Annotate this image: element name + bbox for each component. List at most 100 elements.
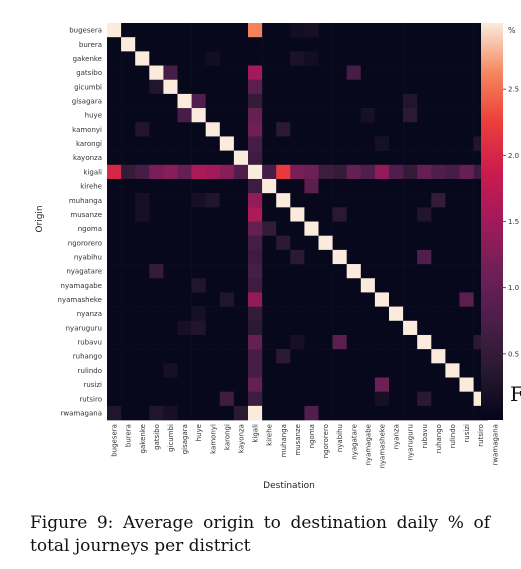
heatmap-cell-nyagatare-gakenke: [135, 264, 150, 279]
heatmap-cell-nyanza-kirehe: [262, 306, 277, 322]
heatmap-cell-nyabihu-nyamasheke: [374, 249, 390, 265]
heatmap-cell-burera-gatsibo: [149, 37, 164, 52]
heatmap-cell-bugesera-nyaruguru: [403, 23, 418, 38]
row-label-nyamagabe: nyamagabe: [61, 282, 102, 290]
heatmap-cell-nyagatare-gicumbi: [163, 264, 178, 279]
heatmap-cell-bugesera-bugesera: [107, 23, 122, 38]
heatmap-cell-nyaruguru-gisagara: [177, 320, 192, 336]
heatmap-cell-ngororero-nyabihu: [332, 235, 347, 251]
heatmap-cell-gatsibo-rubavu: [417, 65, 432, 81]
heatmap-cell-nyanza-muhanga: [276, 306, 291, 322]
row-label-nyanza: nyanza: [77, 310, 102, 318]
heatmap-cell-nyabihu-gakenke: [135, 249, 150, 265]
heatmap-cell-burera-rusizi: [459, 37, 474, 52]
column-label-nyabihu: nyabihu: [336, 424, 344, 452]
heatmap-cell-nyamasheke-rubavu: [417, 292, 432, 307]
row-label-bugesera: bugesera: [69, 27, 102, 35]
heatmap-cell-gatsibo-muhanga: [276, 65, 291, 81]
heatmap-cell-gakenke-burera: [121, 51, 136, 66]
heatmap-cell-gakenke-karongi: [219, 51, 235, 66]
row-label-gakenke: gakenke: [73, 55, 102, 63]
heatmap-cell-nyamagabe-musanze: [290, 278, 305, 293]
heatmap-cell-nyamagabe-gicumbi: [163, 278, 178, 293]
heatmap-cell-nyabihu-kamonyi: [205, 249, 221, 265]
heatmap-cell-kirehe-rulindo: [445, 178, 460, 194]
row-label-huye: huye: [85, 112, 102, 120]
heatmap-cell-bugesera-nyamasheke: [374, 23, 390, 38]
heatmap-cell-kayonza-nyabihu: [332, 150, 347, 166]
heatmap-cell-rutsiro-gisagara: [177, 391, 192, 407]
heatmap-cell-huye-kayonza: [233, 108, 249, 123]
heatmap-cell-kigali-gicumbi: [163, 164, 178, 180]
heatmap-cell-gisagara-burera: [121, 93, 136, 109]
heatmap-cell-ngororero-nyagatare: [346, 235, 362, 251]
heatmap-cell-kamonyi-rusizi: [459, 122, 474, 137]
heatmap-cell-nyaruguru-karongi: [219, 320, 235, 336]
heatmap-cell-rwamagana-nyaruguru: [403, 405, 418, 421]
heatmap-cell-bugesera-karongi: [219, 23, 235, 38]
heatmap-cell-gakenke-gakenke: [135, 51, 150, 66]
heatmap-cell-gicumbi-rubavu: [417, 79, 432, 95]
column-label-kamonyi: kamonyi: [209, 424, 217, 454]
heatmap-cell-musanze-musanze: [290, 207, 305, 222]
heatmap-cell-muhanga-nyamasheke: [374, 193, 390, 208]
heatmap-cell-nyagatare-nyagatare: [346, 264, 362, 279]
heatmap-cell-rusizi-gakenke: [135, 377, 150, 392]
heatmap-cell-rutsiro-nyanza: [389, 391, 404, 407]
heatmap-cell-ruhango-kamonyi: [205, 349, 221, 364]
heatmap-cell-bugesera-gicumbi: [163, 23, 178, 38]
heatmap-cell-ngororero-bugesera: [107, 235, 122, 251]
heatmap-cell-rwamagana-ngororero: [318, 405, 333, 421]
heatmap-cell-kigali-muhanga: [276, 164, 291, 180]
heatmap-cell-nyaruguru-nyagatare: [346, 320, 362, 336]
heatmap-cell-rulindo-gicumbi: [163, 363, 178, 378]
heatmap-cell-rwamagana-gisagara: [177, 405, 192, 421]
heatmap-cell-gakenke-kigali: [248, 51, 263, 66]
heatmap-cell-gisagara-kigali: [248, 93, 263, 109]
heatmap-cell-gatsibo-nyamasheke: [374, 65, 390, 81]
heatmap-cell-rwamagana-musanze: [290, 405, 305, 421]
heatmap-cell-rubavu-huye: [191, 334, 206, 350]
row-label-muhanga: muhanga: [69, 197, 102, 205]
heatmap-cell-nyagatare-nyamagabe: [360, 264, 376, 279]
heatmap-cell-huye-nyanza: [389, 108, 404, 123]
heatmap-cell-rutsiro-nyamagabe: [360, 391, 376, 407]
heatmap-cell-gakenke-muhanga: [276, 51, 291, 66]
heatmap-cell-gicumbi-rulindo: [445, 79, 460, 95]
heatmap-cell-nyanza-nyagatare: [346, 306, 362, 322]
heatmap-cell-nyabihu-ngoma: [304, 249, 319, 265]
heatmap-cell-ngoma-bugesera: [107, 221, 122, 236]
heatmap-cell-nyabihu-rusizi: [459, 249, 474, 265]
heatmap-cell-kirehe-kirehe: [262, 178, 277, 194]
heatmap-cell-ruhango-nyagatare: [346, 349, 362, 364]
heatmap-cell-kamonyi-kirehe: [262, 122, 277, 137]
column-tick-labels: bugesera burera gakenke gatsibo gicumbi gisag…: [111, 424, 500, 469]
heatmap-cell-kamonyi-nyabihu: [332, 122, 347, 137]
heatmap-cell-rutsiro-ngoma: [304, 391, 319, 407]
heatmap-cell-nyagatare-ngororero: [318, 264, 333, 279]
heatmap-cell-rusizi-gicumbi: [163, 377, 178, 392]
heatmap-cell-rulindo-huye: [191, 363, 206, 378]
heatmap-cell-nyamagabe-kirehe: [262, 278, 277, 293]
row-label-karongi: karongi: [76, 140, 102, 148]
heatmap-cell-kamonyi-rulindo: [445, 122, 460, 137]
heatmap-cell-karongi-gatsibo: [149, 136, 164, 151]
heatmap-cell-rubavu-rusizi: [459, 334, 474, 350]
heatmap-cell-gatsibo-kirehe: [262, 65, 277, 81]
colorbar-tick-label: 2.0: [508, 152, 519, 160]
heatmap-cell-nyabihu-nyagatare: [346, 249, 362, 265]
heatmap-cell-burera-kamonyi: [205, 37, 221, 52]
heatmap-cell-nyanza-ngororero: [318, 306, 333, 322]
heatmap-cell-karongi-kamonyi: [205, 136, 221, 151]
heatmap-cell-kamonyi-nyamasheke: [374, 122, 390, 137]
heatmap-cell-bugesera-ngoma: [304, 23, 319, 38]
heatmap-cell-kamonyi-nyanza: [389, 122, 404, 137]
heatmap-cell-gicumbi-muhanga: [276, 79, 291, 95]
heatmap-cell-burera-rulindo: [445, 37, 460, 52]
heatmap-cell-bugesera-gisagara: [177, 23, 192, 38]
heatmap-cell-ngororero-kayonza: [233, 235, 249, 251]
heatmap-cell-kayonza-nyaruguru: [403, 150, 418, 166]
heatmap-cell-kirehe-rubavu: [417, 178, 432, 194]
heatmap-cell-kamonyi-ruhango: [431, 122, 446, 137]
heatmap-cell-rubavu-kigali: [248, 334, 263, 350]
